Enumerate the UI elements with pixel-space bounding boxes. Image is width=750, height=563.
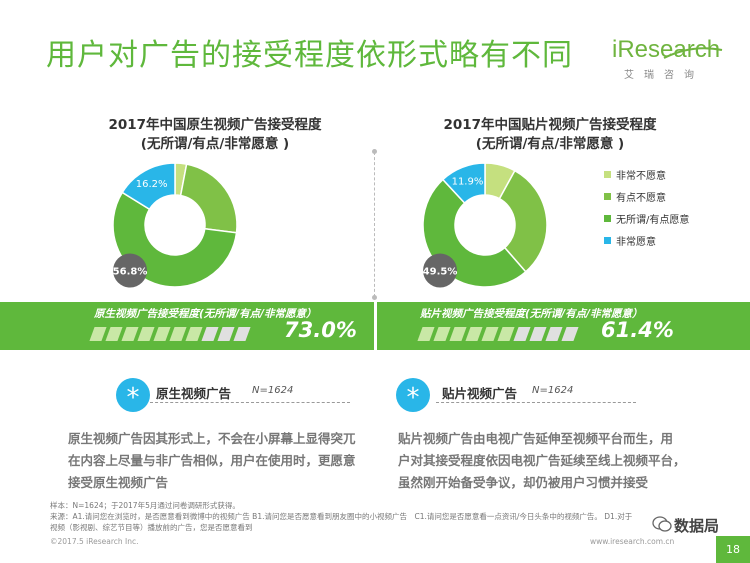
progress-segment bbox=[201, 327, 219, 341]
progress-segment bbox=[465, 327, 483, 341]
progress-bar-native bbox=[89, 327, 252, 341]
data-label-bubble bbox=[113, 253, 148, 288]
data-label: 11.9% bbox=[452, 176, 484, 187]
desc-line: 虽然刚开始备受争议，却仍被用户习惯并接受 bbox=[398, 475, 649, 490]
data-label: 16.2% bbox=[136, 179, 168, 190]
donut-slice-1 bbox=[498, 169, 548, 273]
card-title-native: 原生视频广告 bbox=[156, 386, 232, 401]
desc-line: 贴片视频广告由电视广告延伸至视频平台而生，用 bbox=[398, 431, 674, 446]
progress-segment bbox=[449, 327, 467, 341]
page-number: 18 bbox=[716, 536, 750, 563]
band-separator bbox=[374, 302, 377, 350]
footnote-line: 来源：A1.请问您在浏览时，是否愿意看到微博中的视频广告 B1.请问您是否愿意看… bbox=[50, 512, 633, 521]
logo-swoosh-icon bbox=[663, 47, 723, 59]
legend-swatch bbox=[604, 236, 611, 244]
data-label: 56.8% bbox=[113, 267, 148, 278]
chart-legend: 非常不愿意 有点不愿意 无所谓/有点愿意 非常愿意 bbox=[604, 163, 689, 251]
progress-segment bbox=[121, 327, 139, 341]
star-icon: * bbox=[116, 378, 150, 413]
band-label-preroll: 贴片视频广告接受程度(无所谓/有点/非常愿意） bbox=[420, 308, 643, 320]
desc-line: 户对其接受程度依因电视广告延续至线上视频平台， bbox=[398, 453, 686, 468]
legend-label: 无所谓/有点愿意 bbox=[616, 214, 690, 226]
card-divider bbox=[150, 402, 350, 403]
chart-title-native-main: 2017年中国原生视频广告接受程度 bbox=[108, 117, 322, 133]
progress-segment bbox=[185, 327, 203, 341]
iresearch-logo: iResearch 艾瑞咨询 bbox=[612, 36, 723, 88]
legend-item: 非常不愿意 bbox=[604, 163, 689, 185]
progress-segment bbox=[561, 327, 579, 341]
logo-subtext: 艾瑞咨询 bbox=[624, 70, 704, 81]
chart-title-native-sub: (无所谓/有点/非常愿意 ) bbox=[140, 136, 290, 152]
legend-item: 有点不愿意 bbox=[604, 185, 689, 207]
legend-swatch bbox=[604, 192, 611, 200]
donut-slice-1 bbox=[179, 163, 238, 234]
card-divider bbox=[436, 402, 636, 403]
progress-segment bbox=[137, 327, 155, 341]
sample-size-preroll: N=1624 bbox=[532, 385, 574, 396]
progress-segment bbox=[89, 327, 107, 341]
progress-segment bbox=[417, 327, 435, 341]
footnote-line: 视频（影视剧、综艺节目等）播放前的广告，您是否愿意看到 bbox=[50, 523, 253, 532]
progress-segment bbox=[105, 327, 123, 341]
progress-segment bbox=[497, 327, 515, 341]
sample-size-native: N=1624 bbox=[252, 385, 294, 396]
chart-title-preroll-sub: (无所谓/有点/非常愿意 ) bbox=[475, 136, 625, 152]
donut-chart-preroll: 49.5% 11.9% bbox=[422, 162, 548, 288]
desc-line: 接受原生视频广告 bbox=[68, 475, 169, 490]
wechat-icon bbox=[652, 516, 672, 532]
progress-bar-preroll bbox=[417, 327, 580, 341]
legend-swatch bbox=[604, 214, 611, 222]
progress-segment bbox=[153, 327, 171, 341]
data-label: 49.5% bbox=[423, 267, 458, 278]
legend-swatch bbox=[604, 170, 611, 178]
center-divider bbox=[372, 149, 377, 300]
site-url[interactable]: www.iresearch.com.cn bbox=[590, 537, 675, 546]
chart-title-preroll-main: 2017年中国贴片视频广告接受程度 bbox=[443, 117, 657, 133]
legend-label: 有点不愿意 bbox=[616, 192, 666, 204]
progress-segment bbox=[513, 327, 531, 341]
card-title-preroll: 贴片视频广告 bbox=[442, 386, 518, 401]
progress-segment bbox=[233, 327, 251, 341]
star-icon: * bbox=[396, 378, 430, 413]
chart-title-preroll: 2017年中国贴片视频广告接受程度 (无所谓/有点/非常愿意 ) bbox=[420, 116, 680, 154]
progress-segment bbox=[169, 327, 187, 341]
progress-segment bbox=[217, 327, 235, 341]
desc-line: 原生视频广告因其形式上，不会在小屏幕上显得突兀 bbox=[68, 431, 356, 446]
data-label-bubble bbox=[423, 253, 458, 288]
donut-slice-3 bbox=[441, 162, 486, 205]
donut-chart-native: 56.8% 16.2% bbox=[112, 162, 238, 288]
chart-title-native: 2017年中国原生视频广告接受程度 (无所谓/有点/非常愿意 ) bbox=[85, 116, 345, 154]
legend-item: 非常愿意 bbox=[604, 229, 689, 251]
card-desc-native: 原生视频广告因其形式上，不会在小屏幕上显得突兀 在内容上尽量与非广告相似，用户在… bbox=[68, 428, 378, 494]
progress-segment bbox=[545, 327, 563, 341]
legend-item: 无所谓/有点愿意 bbox=[604, 207, 689, 229]
progress-segment bbox=[433, 327, 451, 341]
page-title: 用户对广告的接受程度依形式略有不同 bbox=[46, 38, 573, 73]
logo-text: iResearch bbox=[612, 36, 721, 63]
legend-label: 非常愿意 bbox=[616, 236, 656, 248]
progress-segment bbox=[481, 327, 499, 341]
band-value-native: 73.0% bbox=[284, 318, 357, 342]
band-value-preroll: 61.4% bbox=[601, 318, 674, 342]
donut-slice-3 bbox=[121, 162, 176, 211]
watermark: 数据局 bbox=[674, 517, 720, 535]
footnote-line: 样本：N=1624；于2017年5月通过问卷调研形式获得。 bbox=[50, 501, 240, 510]
source-footnote: 样本：N=1624；于2017年5月通过问卷调研形式获得。 来源：A1.请问您在… bbox=[50, 500, 720, 533]
desc-line: 在内容上尽量与非广告相似，用户在使用时，更愿意 bbox=[68, 453, 356, 468]
legend-label: 非常不愿意 bbox=[616, 170, 666, 182]
band-label-native: 原生视频广告接受程度(无所谓/有点/非常愿意） bbox=[94, 308, 317, 320]
progress-segment bbox=[529, 327, 547, 341]
copyright: ©2017.5 iResearch Inc. bbox=[50, 537, 139, 546]
card-desc-preroll: 贴片视频广告由电视广告延伸至视频平台而生，用 户对其接受程度依因电视广告延续至线… bbox=[398, 428, 698, 494]
